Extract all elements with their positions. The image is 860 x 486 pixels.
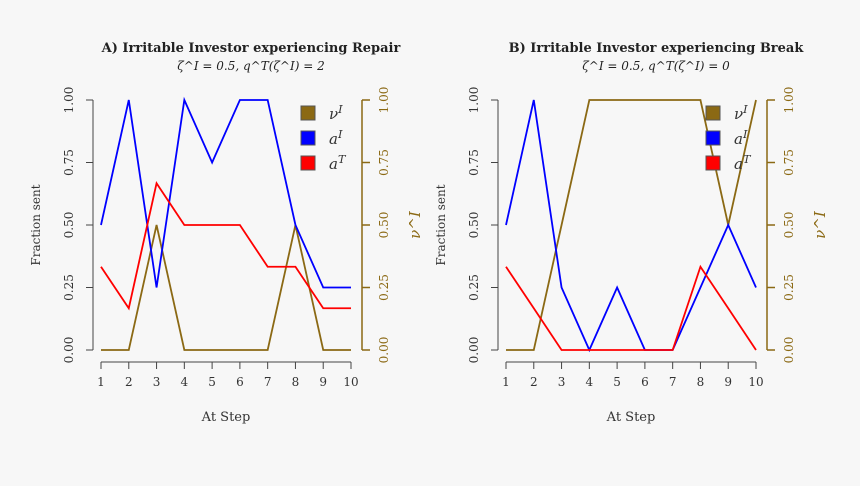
y2-tick-label: 0.50 [377,212,391,239]
y2-tick-label: 0.25 [782,274,796,301]
legend-label: aI [734,128,748,149]
x-tick-label: 8 [292,375,300,389]
x-tick-label: 8 [697,375,705,389]
y-axis-label: Fraction sent [434,184,448,265]
x-tick-label: 6 [641,375,649,389]
legend-label: aT [734,153,752,174]
legend-swatch [705,130,721,146]
y-tick-label: 0.00 [467,337,481,364]
y-tick-label: 1.00 [62,87,76,114]
y-tick-label: 0.50 [62,212,76,239]
x-axis-label: At Step [201,410,251,425]
y2-tick-label: 0.75 [377,149,391,176]
y-tick-label: 0.00 [62,337,76,364]
legend-swatch [300,105,316,121]
y-axis-label: Fraction sent [29,184,43,265]
x-tick-label: 6 [236,375,244,389]
y-tick-label: 0.50 [467,212,481,239]
series-line-2 [505,264,757,351]
x-tick-label: 2 [125,375,133,389]
chart-title: A) Irritable Investor experiencing Repai… [101,41,401,56]
series-line-1 [505,99,757,353]
x-tick-label: 2 [530,375,538,389]
x-tick-label: 4 [181,375,189,389]
x-tick-label: 9 [724,375,732,389]
x-tick-label: 5 [208,375,216,389]
x-tick-label: 7 [669,375,677,389]
panel-b: B) Irritable Investor experiencing Break… [434,41,829,425]
x-tick-label: 4 [586,375,594,389]
x-axis-label: At Step [606,410,656,425]
y2-tick-label: 0.00 [782,337,796,364]
x-tick-label: 3 [558,375,566,389]
y2-axis-label: ν^I [406,210,424,239]
y-tick-label: 0.25 [467,274,481,301]
legend-swatch [705,105,721,121]
series-line-0 [101,224,351,351]
y2-tick-label: 1.00 [377,87,391,114]
y2-tick-label: 0.00 [377,337,391,364]
series-line-2 [100,180,351,311]
x-tick-label: 3 [153,375,161,389]
chart-subtitle: ζ^I = 0.5, q^T(ζ^I) = 0 [582,59,730,73]
x-tick-label: 7 [264,375,272,389]
x-tick-label: 10 [748,375,763,389]
legend-swatch [300,155,316,171]
x-tick-label: 5 [613,375,621,389]
x-tick-label: 10 [343,375,358,389]
y2-tick-label: 0.50 [782,212,796,239]
chart-title: B) Irritable Investor experiencing Break [509,41,805,56]
x-tick-label: 1 [97,375,105,389]
legend-label: νI [329,103,343,124]
legend-label: νI [734,103,748,124]
y2-tick-label: 0.25 [377,274,391,301]
y-tick-label: 0.25 [62,274,76,301]
y-tick-label: 1.00 [467,87,481,114]
panel-a: A) Irritable Investor experiencing Repai… [29,41,424,425]
y2-tick-label: 0.75 [782,149,796,176]
chart-subtitle: ζ^I = 0.5, q^T(ζ^I) = 2 [177,59,324,73]
y-tick-label: 0.75 [467,149,481,176]
y2-tick-label: 1.00 [782,87,796,114]
legend-label: aT [329,153,347,174]
y-tick-label: 0.75 [62,149,76,176]
x-tick-label: 1 [502,375,510,389]
y2-axis-label: ν^I [811,210,829,239]
x-tick-label: 9 [319,375,327,389]
legend-swatch [300,130,316,146]
legend-swatch [705,155,721,171]
legend-label: aI [329,128,343,149]
series-line-1 [100,96,351,289]
